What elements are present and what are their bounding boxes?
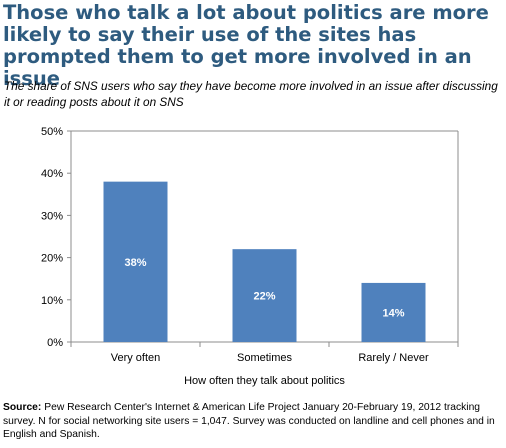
bar: [232, 249, 297, 342]
source-label: Source:: [3, 402, 42, 413]
bar-value-label: 38%: [124, 257, 146, 269]
chart-subtitle: The share of SNS users who say they have…: [4, 79, 498, 109]
y-tick-label: 20%: [41, 253, 63, 265]
x-tick-label: Rarely / Never: [358, 352, 429, 364]
y-tick-label: 10%: [41, 295, 63, 307]
bar: [361, 282, 426, 342]
source-note: Source: Pew Research Center's Internet &…: [3, 401, 503, 442]
y-tick-label: 30%: [41, 210, 63, 222]
bar-value-label: 14%: [382, 307, 404, 319]
source-text: Pew Research Center's Internet & America…: [3, 402, 495, 441]
y-tick-label: 40%: [41, 168, 63, 180]
x-axis-title: How often they talk about politics: [184, 375, 345, 387]
bar: [103, 181, 168, 342]
chart-title: Those who talk a lot about politics are …: [3, 1, 489, 90]
bar-value-label: 22%: [253, 291, 275, 303]
y-tick-label: 0%: [47, 337, 63, 349]
x-tick-label: Sometimes: [237, 352, 293, 364]
y-tick-label: 50%: [41, 126, 63, 138]
x-tick-label: Very often: [111, 352, 161, 364]
